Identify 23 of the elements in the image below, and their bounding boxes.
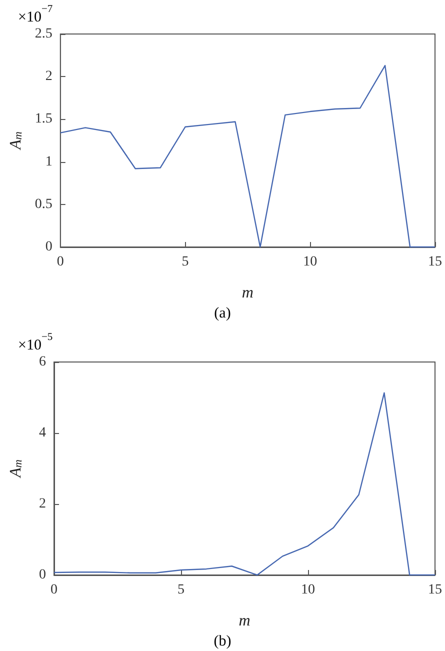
y-tick-label: 4	[39, 426, 46, 440]
y-tick-label: 2.5	[34, 26, 52, 42]
x-tick-label: 5	[182, 254, 189, 270]
text: (b)	[214, 634, 232, 650]
y-tick-label: 6	[39, 354, 46, 370]
y-axis-title: Am	[8, 460, 24, 478]
y-tick-label: 2	[39, 496, 46, 512]
x-tick-label: 15	[428, 582, 442, 598]
x-axis-title: m	[238, 612, 250, 630]
x-axis-title: m	[242, 284, 254, 302]
y-tick-label: 0.5	[34, 196, 52, 212]
x-tick-label: 5	[178, 582, 184, 598]
y-tick-label: 1.5	[34, 112, 52, 127]
x-tick-label: 15	[428, 254, 442, 270]
x-tick-label: 10	[301, 582, 315, 598]
y-tick-label: 1	[45, 154, 52, 170]
x-tick-label: 10	[303, 254, 318, 270]
y-tick-label: 2	[45, 69, 52, 84]
y-tick-label: 0	[45, 240, 52, 254]
y-tick-label: 0	[39, 568, 46, 582]
text: (a)	[214, 306, 231, 322]
y-axis-title: Am	[8, 132, 24, 150]
x-tick-label: 0	[56, 254, 64, 270]
